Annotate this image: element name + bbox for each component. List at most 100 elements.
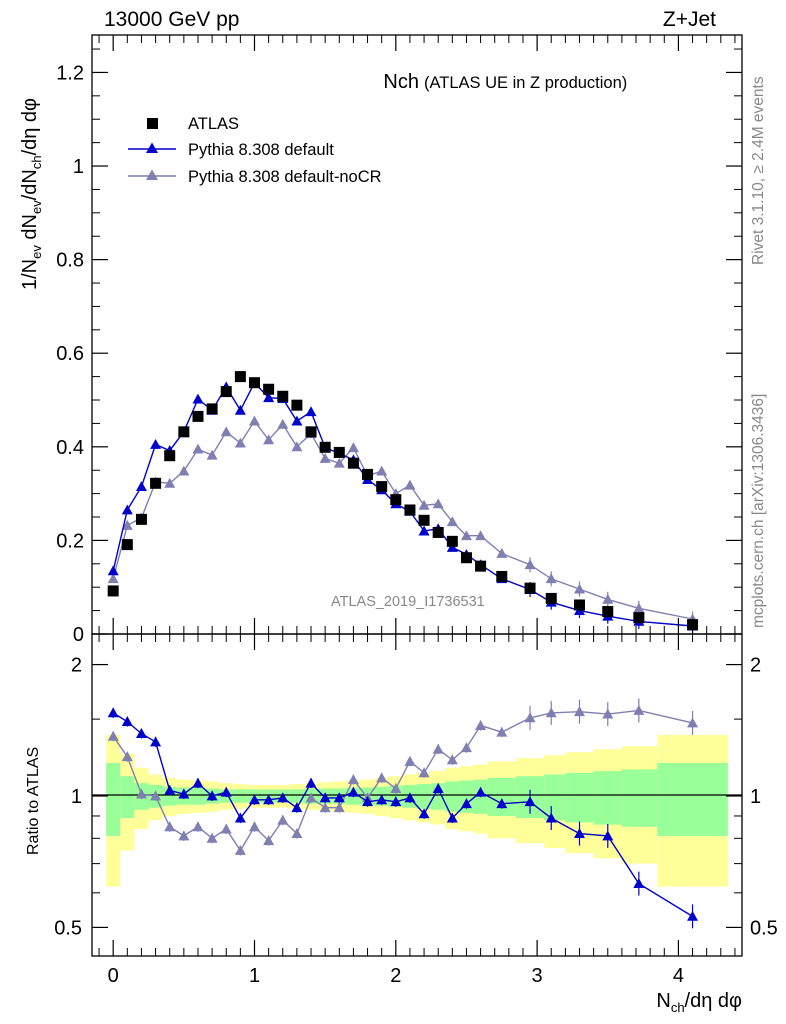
atlas-point [418, 514, 430, 526]
atlas-point [192, 410, 204, 422]
ylabel-part-2: dN [19, 214, 41, 245]
uncertainty-band-inner [417, 784, 432, 809]
xlabel-part-1: N [656, 990, 670, 1012]
nocr-ratio-point [347, 774, 359, 785]
nocr-main-point [633, 602, 645, 613]
default-ratio-point [333, 792, 345, 803]
atlas-point [220, 386, 232, 398]
atlas-point [633, 612, 645, 624]
nocr-ratio-point [178, 830, 190, 841]
default-ratio-point [305, 777, 317, 788]
default-main-line [112, 381, 693, 627]
default-ratio-line [112, 712, 693, 917]
nocr-main-line [112, 419, 693, 620]
default-ratio-point [164, 784, 176, 795]
nocr-main-point [376, 465, 388, 476]
atlas-point [121, 539, 133, 551]
nocr-ratio-point [135, 788, 147, 799]
main-y-tick-label: 0.2 [56, 530, 84, 552]
uncertainty-band-inner [544, 774, 566, 821]
ratio-y-tick-label-right: 2 [750, 655, 761, 677]
default-ratio-point [135, 728, 147, 738]
nocr-main-point [333, 457, 345, 468]
ratio-bands [106, 734, 728, 887]
nocr-ratio-point [460, 742, 472, 753]
ylabel-sub-1: ev [29, 245, 44, 259]
main-y-tick-label: 0.8 [56, 250, 84, 272]
atlas-point [107, 585, 119, 597]
main-plot-panel: 0 0.2 0.4 0.6 0.8 1 1.2 Nch (ATLAS UE in Z pro… [19, 34, 743, 646]
nocr-ratio-point [524, 712, 536, 723]
process-label: Z+Jet [663, 8, 716, 31]
nocr-main-point [107, 573, 119, 584]
ratio-axes: 0 1 2 3 4 0.5 0.5 1 1 2 2 [54, 634, 778, 987]
nocr-ratio-point [164, 821, 176, 832]
main-axes: 0 0.2 0.4 0.6 0.8 1 1.2 [56, 35, 742, 646]
default-ratio-point [107, 707, 119, 718]
atlas-point [319, 441, 331, 453]
nocr-ratio-point [602, 708, 614, 719]
nocr-main-point [404, 479, 416, 490]
ratio-plot-panel: 0 1 2 3 4 0.5 0.5 1 1 2 2 Ratio to ATLAS Nch/dη dφ [25, 633, 778, 1015]
default-main-point [107, 565, 119, 576]
ratio-y-tick-label-right: 0.5 [750, 917, 778, 939]
nocr-main-point [347, 442, 359, 453]
atlas-point [475, 560, 487, 572]
default-ratio-point [390, 796, 402, 807]
default-ratio-point [277, 792, 289, 803]
nocr-ratio-point [121, 751, 133, 762]
default-ratio-point [524, 796, 536, 807]
atlas-point [234, 371, 246, 383]
xlabel-part-2: /dη dφ [685, 990, 742, 1012]
default-ratio-point [234, 812, 246, 823]
uncertainty-band-inner [487, 777, 516, 816]
nocr-ratio-point [319, 802, 331, 813]
nocr-main-point [249, 415, 260, 426]
atlas-point [574, 599, 585, 611]
nocr-ratio-point [192, 821, 204, 832]
atlas-point [496, 570, 508, 582]
atlas-point [390, 494, 402, 506]
nocr-main-point [192, 443, 204, 454]
legend-default-marker [146, 142, 158, 153]
nocr-ratio-point [475, 720, 487, 730]
nocr-main-point [602, 593, 614, 604]
atlas-point [291, 399, 303, 411]
default-main-point [135, 481, 147, 491]
ratio-y-axis-label: Ratio to ATLAS [25, 747, 42, 855]
nocr-ratio-point [305, 792, 317, 803]
nocr-main-point [475, 530, 487, 541]
atlas-point [347, 457, 359, 469]
default-ratio-point [220, 786, 232, 797]
default-ratio-point [446, 812, 458, 823]
nocr-main-point [545, 573, 557, 584]
ylabel-sub-2: ev [29, 200, 44, 214]
default-main-point [446, 541, 458, 552]
ratio-y-tick-label: 2 [71, 655, 82, 677]
atlas-point [164, 450, 176, 462]
nocr-main-point [164, 477, 176, 488]
default-ratio-point [362, 796, 374, 807]
main-data-layer [107, 371, 699, 634]
main-y-tick-label: 1 [73, 156, 84, 178]
default-ratio-point [347, 786, 359, 797]
analysis-tag: ATLAS_2019_I1736531 [331, 594, 485, 610]
nocr-ratio-point [277, 814, 289, 825]
nocr-ratio-point [150, 790, 162, 801]
nocr-ratio-point [107, 730, 119, 741]
default-ratio-point [263, 794, 275, 805]
nocr-ratio-point [333, 802, 345, 813]
nocr-main-point [574, 583, 585, 594]
nocr-main-point [446, 516, 458, 527]
main-y-tick-label: 0.4 [56, 437, 84, 459]
atlas-point [602, 606, 614, 618]
nocr-main-point [496, 548, 508, 558]
atlas-point [687, 619, 699, 631]
atlas-point [305, 426, 317, 438]
plot-title: Nch [383, 71, 419, 93]
default-ratio-point [178, 788, 190, 799]
nocr-main-point [319, 453, 331, 463]
default-ratio-point [633, 878, 645, 888]
default-main-point [121, 504, 133, 515]
